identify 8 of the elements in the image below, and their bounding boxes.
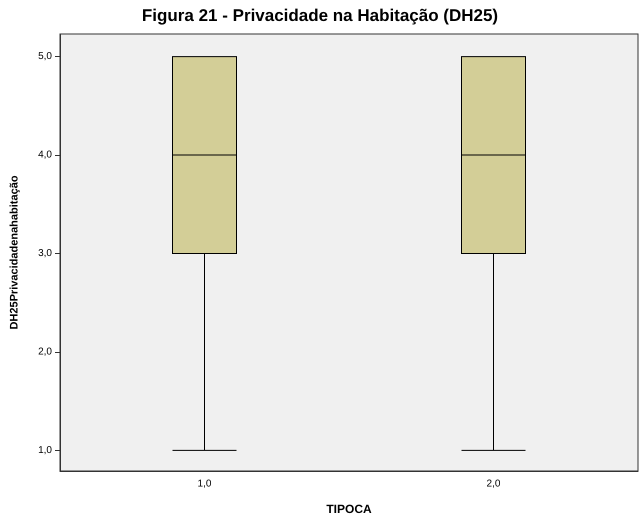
chart-title: Figura 21 - Privacidade na Habitação (DH25)	[142, 6, 498, 25]
y-tick-label: 2,0	[38, 346, 52, 358]
x-axis-title: TIPOCA	[326, 502, 372, 516]
y-tick-label: 5,0	[38, 51, 52, 62]
y-tick-label: 3,0	[38, 248, 52, 259]
y-tick-label: 4,0	[38, 150, 52, 161]
y-tick-label: 1,0	[38, 444, 52, 456]
y-axis-title: DH25Privacidadenahabitação	[8, 175, 20, 330]
